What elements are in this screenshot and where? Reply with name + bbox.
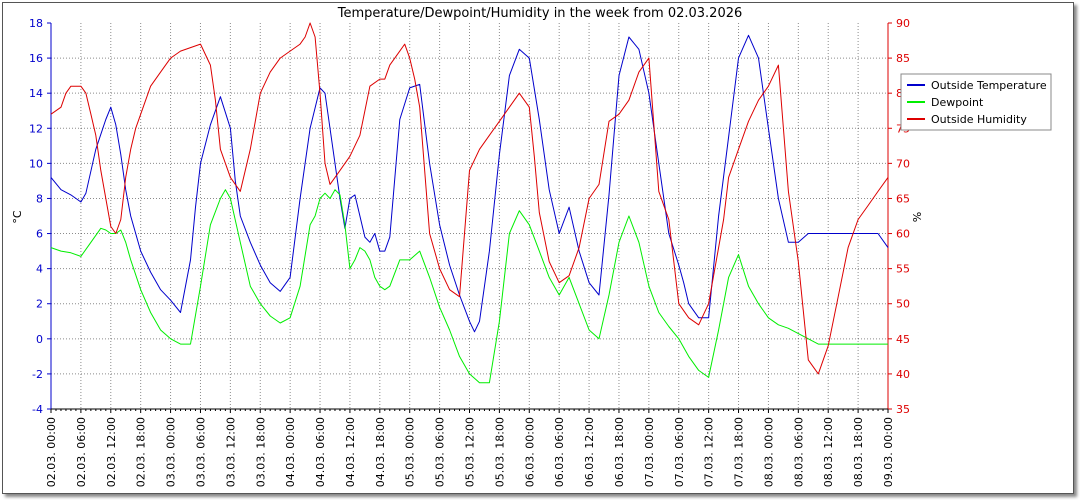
x-tick-label: 02.03. 06:00 xyxy=(75,417,88,487)
x-tick-label: 08.03. 06:00 xyxy=(792,417,805,487)
y-right-tick-label: 50 xyxy=(896,298,910,311)
y-right-tick-label: 45 xyxy=(896,333,910,346)
x-tick-label: 08.03. 12:00 xyxy=(822,417,835,487)
x-tick-label: 05.03. 00:00 xyxy=(404,417,417,487)
x-tick-label: 06.03. 00:00 xyxy=(523,417,536,487)
y-right-tick-label: 90 xyxy=(896,17,910,30)
y-left-tick-label: 4 xyxy=(36,263,43,276)
data-series xyxy=(50,22,889,384)
y-left-tick-label: -4 xyxy=(32,403,43,416)
x-tick-label: 07.03. 00:00 xyxy=(643,417,656,487)
y-left-tick-label: 14 xyxy=(29,87,43,100)
y-left-tick-label: 16 xyxy=(29,52,43,65)
legend-label: Outside Humidity xyxy=(931,113,1027,126)
x-tick-label: 02.03. 12:00 xyxy=(105,417,118,487)
x-tick-label: 04.03. 00:00 xyxy=(284,417,297,487)
x-tick-label: 02.03. 18:00 xyxy=(135,417,148,487)
x-tick-label: 06.03. 06:00 xyxy=(553,417,566,487)
y-right-tick-label: 55 xyxy=(896,263,910,276)
x-tick-label: 02.03. 00:00 xyxy=(45,417,58,487)
x-tick-label: 04.03. 12:00 xyxy=(344,417,357,487)
x-tick-label: 05.03. 12:00 xyxy=(464,417,477,487)
line-chart: Temperature/Dewpoint/Humidity in the wee… xyxy=(11,6,1052,487)
axes: -435-24004525045566086510701275148016851… xyxy=(29,17,910,487)
legend-label: Outside Temperature xyxy=(931,79,1047,92)
legend-label: Dewpoint xyxy=(931,96,984,109)
y-left-tick-label: 6 xyxy=(36,228,43,241)
y-right-tick-label: 40 xyxy=(896,368,910,381)
x-tick-label: 07.03. 12:00 xyxy=(703,417,716,487)
x-tick-label: 07.03. 06:00 xyxy=(673,417,686,487)
y-left-tick-label: -2 xyxy=(32,368,43,381)
x-tick-label: 03.03. 00:00 xyxy=(165,417,178,487)
y-right-tick-label: 70 xyxy=(896,157,910,170)
y-right-tick-label: 60 xyxy=(896,228,910,241)
legend: Outside Temperature Dewpoint Outside Humid… xyxy=(900,73,1052,131)
series-line-outside-temperature xyxy=(50,34,889,333)
series-line-outside-humidity xyxy=(50,22,889,375)
chart-frame: Temperature/Dewpoint/Humidity in the wee… xyxy=(2,2,1074,494)
x-tick-label: 05.03. 18:00 xyxy=(493,417,506,487)
y-axis-right-label: % xyxy=(910,212,923,222)
x-tick-label: 04.03. 18:00 xyxy=(374,417,387,487)
x-tick-label: 08.03. 00:00 xyxy=(762,417,775,487)
grid-lines xyxy=(51,23,888,409)
y-left-tick-label: 10 xyxy=(29,157,43,170)
x-tick-label: 03.03. 12:00 xyxy=(224,417,237,487)
x-tick-label: 04.03. 06:00 xyxy=(314,417,327,487)
y-axis-left-label: °C xyxy=(11,210,24,224)
y-right-tick-label: 65 xyxy=(896,192,910,205)
series-line-dewpoint xyxy=(50,189,888,384)
y-right-tick-label: 85 xyxy=(896,52,910,65)
y-right-tick-label: 35 xyxy=(896,403,910,416)
x-tick-label: 07.03. 18:00 xyxy=(733,417,746,487)
y-left-tick-label: 0 xyxy=(36,333,43,346)
chart-title: Temperature/Dewpoint/Humidity in the wee… xyxy=(337,6,743,21)
x-tick-label: 06.03. 12:00 xyxy=(583,417,596,487)
x-tick-label: 03.03. 18:00 xyxy=(254,417,267,487)
x-tick-label: 09.03. 00:00 xyxy=(882,417,895,487)
y-left-tick-label: 2 xyxy=(36,298,43,311)
y-left-tick-label: 18 xyxy=(29,17,43,30)
x-tick-label: 03.03. 06:00 xyxy=(194,417,207,487)
y-left-tick-label: 12 xyxy=(29,122,43,135)
legend-box xyxy=(900,73,1052,131)
x-tick-label: 06.03. 18:00 xyxy=(613,417,626,487)
x-tick-label: 05.03. 06:00 xyxy=(434,417,447,487)
y-left-tick-label: 8 xyxy=(36,192,43,205)
x-tick-label: 08.03. 18:00 xyxy=(852,417,865,487)
